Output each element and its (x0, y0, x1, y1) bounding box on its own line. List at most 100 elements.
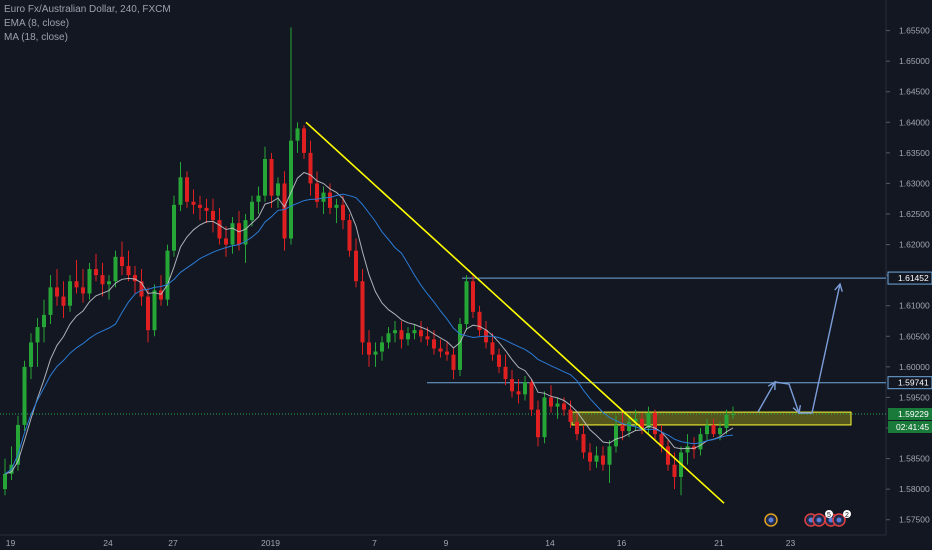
candle-body (308, 152, 313, 184)
trendline[interactable] (305, 121, 725, 504)
candle-body (22, 366, 27, 425)
candle-body (133, 275, 137, 282)
candle-body (152, 290, 157, 331)
candle-body (35, 327, 40, 343)
candle-body (477, 311, 482, 331)
current-price-tag-text: 1.59229 (898, 409, 929, 419)
candle-body (536, 409, 540, 438)
x-tick-label: 23 (786, 538, 796, 548)
candle-body (393, 330, 397, 334)
candle-body (250, 201, 254, 221)
x-tick-label: 16 (617, 538, 627, 548)
candle-body (48, 287, 53, 315)
candle-body (211, 210, 215, 221)
projection-arrowhead-up (767, 380, 776, 391)
price-tags: 1.61452 1.59741 1.59229 02:41:45 (887, 271, 932, 433)
candle-body (347, 220, 352, 251)
candle-body (711, 424, 716, 435)
candle-body (334, 204, 339, 208)
candle-body (341, 204, 345, 221)
event-marker-dot (836, 517, 842, 523)
candle-body (172, 204, 176, 251)
candle-body (100, 275, 105, 285)
candle-body (555, 403, 560, 407)
level-price-tag (887, 376, 932, 390)
candle-body (614, 424, 618, 447)
candle-body (295, 128, 300, 141)
candle-body (87, 269, 92, 294)
candle-body (529, 382, 534, 410)
candle-body (204, 207, 209, 211)
x-tick-label: 7 (372, 538, 377, 548)
candle-body (672, 464, 677, 477)
y-tick-label: 1.63000 (899, 178, 930, 188)
candle-body (159, 290, 163, 300)
candle-body (146, 296, 150, 331)
candle-body (315, 183, 319, 202)
y-tick-label: 1.59500 (899, 392, 930, 402)
candle-body (653, 412, 657, 435)
current-price-tag (888, 407, 932, 420)
candle-body (243, 220, 248, 245)
candle-body (185, 177, 189, 202)
event-marker-dot (768, 517, 774, 523)
candle-body (594, 455, 599, 462)
candle-body (601, 455, 605, 465)
candle-body (224, 238, 228, 245)
candle-body (276, 183, 280, 196)
candle-body (230, 223, 235, 245)
event-marker-dot (816, 517, 822, 523)
candle-body (42, 314, 46, 328)
candle-body (367, 342, 371, 355)
candle-body (432, 339, 436, 349)
candle-body (165, 250, 170, 300)
x-tick-label: 24 (103, 538, 113, 548)
candle-body (510, 379, 514, 392)
candle-body (360, 281, 365, 343)
candle-body (685, 446, 690, 453)
candle-body (282, 183, 287, 239)
candle-body (659, 434, 664, 447)
candle-body (568, 409, 573, 422)
y-tick-label: 1.58000 (899, 484, 930, 494)
horizontal-levels[interactable] (0, 277, 886, 415)
x-tick-label: 2019 (261, 538, 280, 548)
candle-body (490, 342, 495, 355)
y-tick-label: 1.65500 (899, 26, 930, 36)
symbol-label: Euro Fx/Australian Dollar, 240, FXCM (4, 4, 171, 15)
candle-body (328, 192, 332, 208)
candle-body (724, 414, 729, 428)
projection-path[interactable] (757, 283, 841, 414)
candle-body (256, 195, 261, 202)
candle-body (191, 201, 196, 205)
candle-body (718, 428, 722, 435)
candle-body (373, 351, 378, 355)
downtrend-line[interactable] (305, 121, 725, 504)
candle-body (126, 265, 131, 276)
candle-body (640, 418, 644, 428)
y-tick-label: 1.65000 (899, 56, 930, 66)
candle-body (458, 324, 462, 370)
candle-body (620, 424, 625, 432)
x-tick-label: 14 (545, 538, 555, 548)
candle-body (698, 434, 703, 450)
candle-body (575, 421, 579, 435)
candle-body (354, 250, 358, 282)
event-count-text: 5 (827, 512, 831, 519)
x-tick-label: 21 (714, 538, 724, 548)
time-axis: 19 24 27 2019 7 9 14 16 21 23 (0, 534, 886, 548)
level-price-tag-text: 1.59741 (898, 378, 929, 388)
candle-body (61, 296, 66, 306)
candle-body (139, 281, 144, 297)
candle-body (666, 446, 670, 465)
y-tick-label: 1.64000 (899, 117, 930, 127)
candle-body (81, 287, 85, 294)
countdown-tag (888, 420, 932, 433)
candle-body (29, 342, 33, 367)
candles (3, 27, 735, 496)
projection-arrows[interactable] (757, 282, 843, 415)
candle-body (289, 140, 293, 239)
y-tick-label: 1.62500 (899, 209, 930, 219)
